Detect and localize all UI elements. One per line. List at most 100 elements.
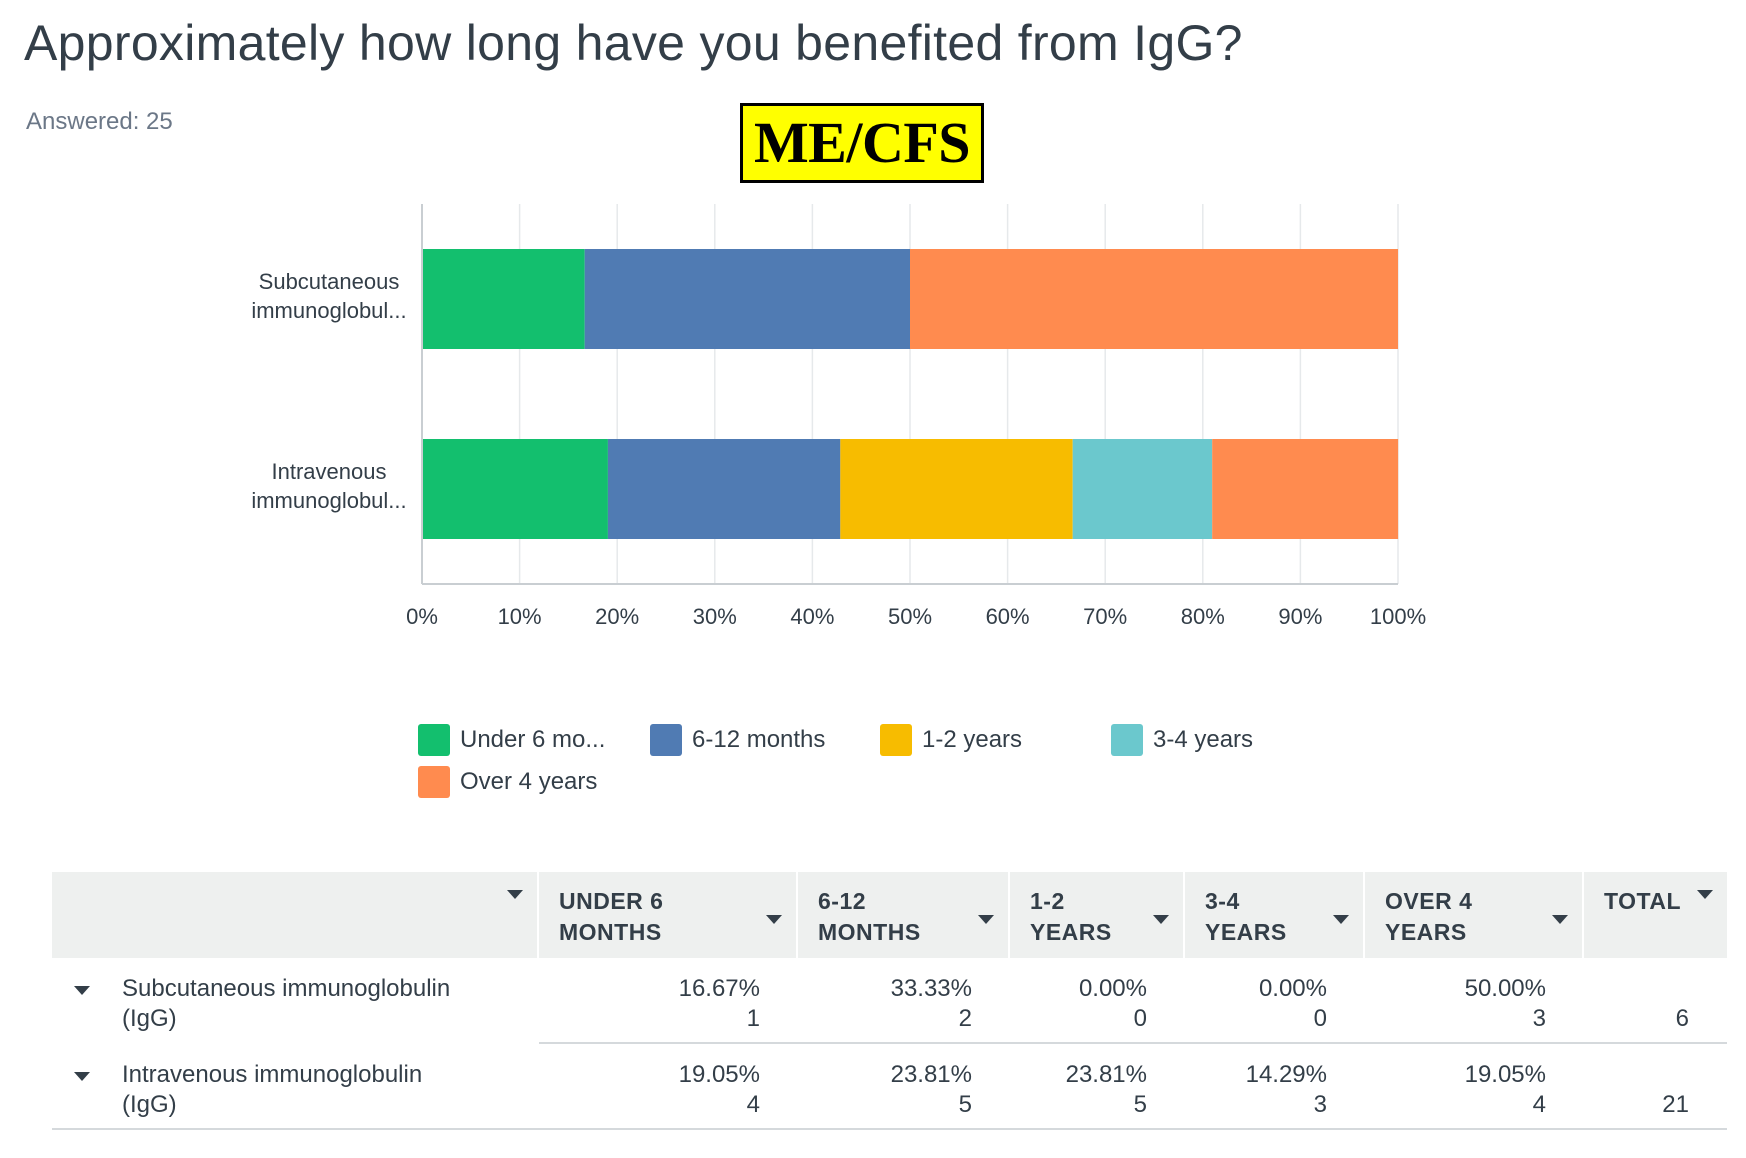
legend-item[interactable]: 1-2 years [880,724,1022,756]
category-label: Subcutaneous immunoglobul... [251,269,406,323]
expand-row-icon[interactable] [74,1072,90,1081]
legend-swatch [418,766,450,798]
legend-label: 1-2 years [922,726,1023,753]
legend-swatch [418,724,450,756]
sort-dropdown-icon[interactable] [1552,915,1568,924]
cell-count: 0 [1313,1005,1327,1032]
column-header-line: TOTAL [1604,888,1682,914]
column-header-line: UNDER 6 [559,888,664,914]
legend-item[interactable]: Under 6 mo... [418,724,605,756]
header-blank[interactable] [52,872,539,958]
stacked-bar-chart: 0% 10% 20% 30% 40% 50% 60% 70% 80% 90% 100% Subcut… [251,204,1426,629]
row-label-line: (IgG) [122,1091,177,1118]
category-label: Intravenous immunoglobul... [251,459,406,513]
x-tick-label: 70% [1083,604,1127,629]
row-label-line: Subcutaneous immunoglobulin [122,975,451,1002]
row-label: Subcutaneous immunoglobulin (IgG) [52,958,539,1044]
column-header[interactable]: OVER 4 YEARS [1365,872,1584,958]
cell-percent: 19.05% [1464,1061,1546,1088]
expand-row-icon[interactable] [74,986,90,995]
cell-count: 4 [1532,1091,1546,1118]
row-label: Intravenous immunoglobulin (IgG) [52,1044,539,1130]
column-header-line: 3-4 [1205,888,1240,914]
cell-count: 1 [746,1005,760,1032]
cell-percent: 14.29% [1245,1061,1327,1088]
legend-swatch [880,724,912,756]
legend-swatch [650,724,682,756]
legend-label: Under 6 mo... [460,726,606,753]
sort-dropdown-icon[interactable] [766,915,782,924]
bar-segment[interactable] [422,439,608,539]
data-cell: 19.05% 4 [1365,1044,1584,1130]
bar-segment[interactable] [1072,439,1213,539]
total-cell: 6 [1584,958,1727,1044]
sort-dropdown-icon[interactable] [1333,915,1349,924]
x-tick-label: 10% [498,604,542,629]
data-cell: 23.81% 5 [1010,1044,1185,1130]
table-row: Intravenous immunoglobulin (IgG) 19.05% 4 23… [52,1044,1727,1130]
cell-percent: 16.67% [678,975,760,1002]
cell-count: 5 [1133,1091,1147,1118]
bar-segment[interactable] [422,249,585,349]
table-row: Subcutaneous immunoglobulin (IgG) 16.67% 1 3… [52,958,1727,1044]
legend-item[interactable]: Over 4 years [418,766,597,798]
cell-percent: 19.05% [678,1061,760,1088]
sort-dropdown-icon[interactable] [507,890,523,899]
x-tick-label: 100% [1370,604,1426,629]
column-header[interactable]: TOTAL [1584,872,1727,958]
column-header-line: MONTHS [559,919,662,945]
table-header-row: UNDER 6 MONTHS 6-12 MONTHS 1-2 YEARS 3-4 YEARS O… [52,872,1727,958]
chart-bars [422,249,1399,539]
sort-dropdown-icon[interactable] [978,915,994,924]
x-tick-label: 90% [1278,604,1322,629]
category-label-line: immunoglobul... [251,488,406,513]
column-header[interactable]: 1-2 YEARS [1010,872,1185,958]
legend-item[interactable]: 3-4 years [1111,724,1253,756]
cell-percent: 0.00% [1078,975,1147,1002]
bar-segment[interactable] [840,439,1073,539]
row-label-line: (IgG) [122,1005,177,1032]
cell-count: 5 [958,1091,972,1118]
bar-segment[interactable] [584,249,910,349]
sort-dropdown-icon[interactable] [1153,915,1169,924]
x-tick-label: 60% [986,604,1030,629]
x-tick-label: 20% [595,604,639,629]
column-header[interactable]: 6-12 MONTHS [798,872,1010,958]
cell-percent: 23.81% [1065,1061,1147,1088]
data-cell: 33.33% 2 [798,958,1010,1044]
answered-count: Answered: 25 [26,108,173,135]
legend-swatch [1111,724,1143,756]
column-header[interactable]: 3-4 YEARS [1185,872,1365,958]
cell-count: 3 [1532,1005,1546,1032]
category-label-line: Subcutaneous [259,269,400,294]
legend-item[interactable]: 6-12 months [650,724,825,756]
cell-count: 2 [958,1005,972,1032]
sort-dropdown-icon[interactable] [1697,890,1713,899]
x-tick-label: 40% [790,604,834,629]
column-header-line: YEARS [1205,919,1287,945]
category-label-line: immunoglobul... [251,298,406,323]
bar-segment[interactable] [1212,439,1399,539]
row-label-line: Intravenous immunoglobulin [122,1061,423,1088]
column-header-line: OVER 4 [1385,888,1473,914]
legend-label: Over 4 years [460,768,598,795]
data-cell: 14.29% 3 [1185,1044,1365,1130]
results-table: UNDER 6 MONTHS 6-12 MONTHS 1-2 YEARS 3-4 YEARS O… [52,872,1727,1130]
x-tick-label: 30% [693,604,737,629]
data-cell: 19.05% 4 [539,1044,798,1130]
bar-segment[interactable] [607,439,841,539]
column-header-line: 6-12 [818,888,867,914]
column-header[interactable]: UNDER 6 MONTHS [539,872,798,958]
total-value: 6 [1675,1005,1689,1032]
column-header-line: 1-2 [1030,888,1065,914]
column-header-line: MONTHS [818,919,921,945]
table-body: Subcutaneous immunoglobulin (IgG) 16.67% 1 3… [52,958,1727,1130]
total-cell: 21 [1584,1044,1727,1130]
x-tick-label: 0% [406,604,438,629]
cell-count: 4 [746,1091,760,1118]
bar-segment[interactable] [910,249,1398,349]
chart-category-labels: Subcutaneous immunoglobul... Intravenous im… [251,269,406,513]
cell-percent: 50.00% [1464,975,1546,1002]
legend-label: 3-4 years [1153,726,1254,753]
page-title: Approximately how long have you benefite… [24,15,1243,71]
